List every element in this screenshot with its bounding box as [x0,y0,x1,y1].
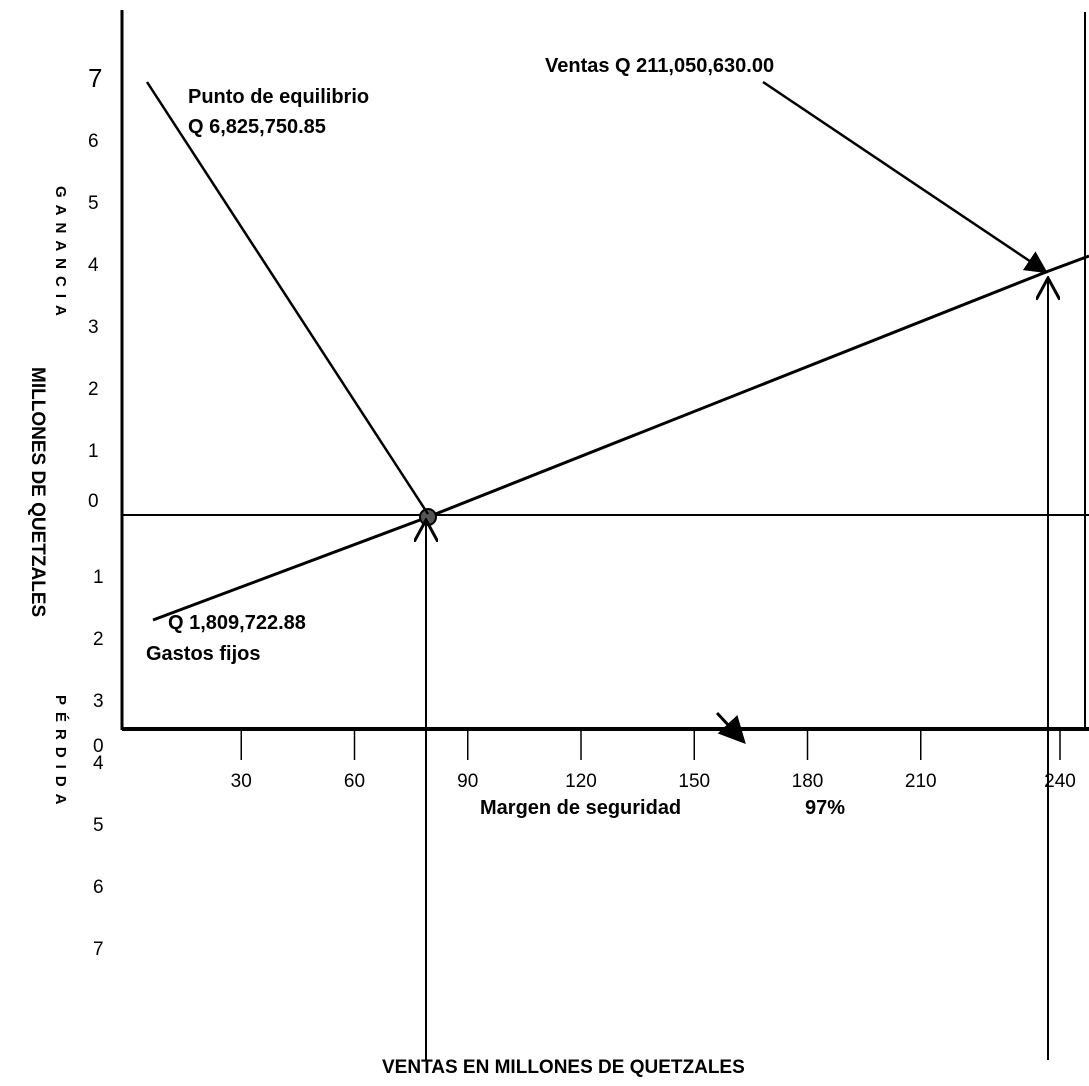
margin-label: Margen de seguridad [480,797,682,819]
breakeven-value: Q 6,825,750.85 [188,116,326,138]
y-tick-label: 1 [93,567,104,588]
margin-small-arrow [715,711,746,744]
x-tick-label: 30 [231,771,252,792]
margin-value: 97% [805,797,846,819]
y-tick-label: 6 [93,877,104,898]
sales-label: Ventas Q 211,050,630.00 [545,55,775,77]
profit-line [152,254,1089,622]
y-tick-label: 3 [93,691,104,712]
x-tick-label: 210 [905,771,937,792]
x-tick-label: 180 [792,771,824,792]
breakeven-pointer-line [145,81,430,515]
y-tick-label: 6 [88,131,99,152]
y-tick-label: 7 [93,939,104,960]
y-axis-negative-label: PÉRDIDA [52,695,69,812]
x-tick-label: 60 [344,771,365,792]
y-tick-label: 3 [88,317,99,338]
y-tick-label: 0 [88,491,99,512]
y-axis-positive-label: GANANCIA [52,186,69,323]
sales-pointer-arrow [762,80,1048,274]
x-tick-label: 150 [678,771,710,792]
y-tick-label: 5 [93,815,104,836]
y-tick-label: 2 [88,379,99,400]
breakeven-point-marker [419,508,437,526]
y-tick-label: 1 [88,441,99,462]
y-axis-title: MILLONES DE QUETZALES [27,367,48,618]
breakeven-title: Punto de equilibrio [188,86,370,108]
fixed-costs-value: Q 1,809,722.88 [168,612,306,634]
y-tick-label: 2 [93,629,104,650]
x-tick-label: 90 [457,771,478,792]
x-axis-title: VENTAS EN MILLONES DE QUETZALES [382,1057,745,1078]
y-tick-label: 7 [88,63,102,93]
x-origin-label: 0 [93,736,104,757]
x-tick-label: 240 [1044,771,1076,792]
x-tick-label: 120 [565,771,597,792]
y-tick-label: 5 [88,193,99,214]
y-tick-label: 4 [88,255,99,276]
y-tick-labels: 0 1 2 3 4 5 6 7 1 2 3 4 5 6 7 0 [88,63,104,960]
y-tick-label: 4 [93,753,104,774]
fixed-costs-title: Gastos fijos [146,643,261,665]
x-tick-labels: 30 60 90 120 150 180 210 240 [231,731,1076,792]
